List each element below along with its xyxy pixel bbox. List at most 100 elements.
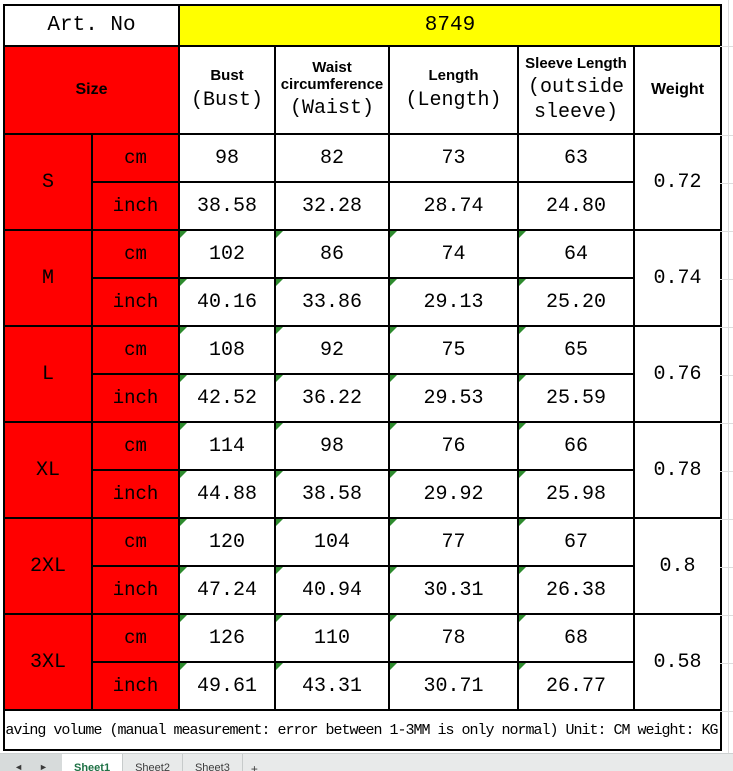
cell-2XL-cm-bust[interactable]: 120	[178, 517, 276, 567]
cell-3XL-inch-bust[interactable]: 49.61	[178, 661, 276, 711]
art-no-label-cell[interactable]: Art. No	[3, 4, 180, 47]
size-header-cell[interactable]: Size	[3, 45, 180, 135]
cell-S-cm-waist[interactable]: 82	[274, 133, 390, 183]
cell-S-inch-waist[interactable]: 32.28	[274, 181, 390, 231]
cell-L-inch-bust[interactable]: 42.52	[178, 373, 276, 423]
cell-3XL-cm-sleeve[interactable]: 68	[517, 613, 635, 663]
sheet-tab-sheet1[interactable]: Sheet1	[62, 754, 124, 771]
unit-cell-3XL-cm[interactable]: cm	[91, 613, 180, 663]
cell-XL-cm-sleeve[interactable]: 66	[517, 421, 635, 471]
size-cell-XL[interactable]: XL	[3, 421, 93, 519]
prev-sheet-icon[interactable]: ◄	[14, 762, 23, 771]
waist-subtitle: (Waist)	[289, 97, 374, 121]
unit-cell-L-cm[interactable]: cm	[91, 325, 180, 375]
unit-cell-3XL-inch[interactable]: inch	[91, 661, 180, 711]
unit-cell-M-inch[interactable]: inch	[91, 277, 180, 327]
unit-cell-S-inch[interactable]: inch	[91, 181, 180, 231]
sheet-tab-bar: ◄ ► Sheet1 Sheet2 Sheet3 +	[0, 753, 733, 771]
cell-2XL-inch-length[interactable]: 30.31	[388, 565, 519, 615]
cell-3XL-inch-waist[interactable]: 43.31	[274, 661, 390, 711]
gridline	[720, 663, 733, 664]
weight-cell-S[interactable]: 0.72	[633, 133, 722, 231]
column-header-length[interactable]: Length (Length)	[388, 45, 519, 135]
cell-M-inch-length[interactable]: 29.13	[388, 277, 519, 327]
note-cell[interactable]: aving volume (manual measurement: error …	[3, 709, 722, 751]
cell-M-inch-waist[interactable]: 33.86	[274, 277, 390, 327]
cell-L-inch-waist[interactable]: 36.22	[274, 373, 390, 423]
cell-S-inch-sleeve[interactable]: 24.80	[517, 181, 635, 231]
next-sheet-icon[interactable]: ►	[39, 762, 48, 771]
bust-subtitle: (Bust)	[190, 88, 263, 112]
weight-cell-2XL[interactable]: 0.8	[633, 517, 722, 615]
cell-3XL-cm-bust[interactable]: 126	[178, 613, 276, 663]
sheet-tab-sheet2[interactable]: Sheet2	[123, 754, 183, 771]
cell-2XL-cm-waist[interactable]: 104	[274, 517, 390, 567]
cell-S-cm-bust[interactable]: 98	[178, 133, 276, 183]
cell-3XL-cm-length[interactable]: 78	[388, 613, 519, 663]
gridline	[720, 567, 733, 568]
cell-L-cm-bust[interactable]: 108	[178, 325, 276, 375]
cell-S-inch-length[interactable]: 28.74	[388, 181, 519, 231]
gridline	[720, 615, 733, 616]
cell-XL-cm-waist[interactable]: 98	[274, 421, 390, 471]
art-no-value-cell[interactable]: 8749	[178, 4, 722, 47]
cell-2XL-cm-sleeve[interactable]: 67	[517, 517, 635, 567]
gridline	[720, 46, 733, 47]
cell-S-inch-bust[interactable]: 38.58	[178, 181, 276, 231]
cell-3XL-inch-sleeve[interactable]: 26.77	[517, 661, 635, 711]
cell-XL-inch-sleeve[interactable]: 25.98	[517, 469, 635, 519]
cell-XL-inch-bust[interactable]: 44.88	[178, 469, 276, 519]
unit-cell-2XL-inch[interactable]: inch	[91, 565, 180, 615]
size-cell-3XL[interactable]: 3XL	[3, 613, 93, 711]
cell-2XL-inch-waist[interactable]: 40.94	[274, 565, 390, 615]
weight-title: Weight	[650, 80, 705, 98]
cell-L-inch-sleeve[interactable]: 25.59	[517, 373, 635, 423]
bust-title: Bust	[210, 67, 244, 85]
column-header-waist[interactable]: Waist circumference (Waist)	[274, 45, 390, 135]
cell-S-cm-sleeve[interactable]: 63	[517, 133, 635, 183]
unit-cell-2XL-cm[interactable]: cm	[91, 517, 180, 567]
unit-cell-L-inch[interactable]: inch	[91, 373, 180, 423]
cell-XL-cm-bust[interactable]: 114	[178, 421, 276, 471]
weight-cell-M[interactable]: 0.74	[633, 229, 722, 327]
cell-M-inch-bust[interactable]: 40.16	[178, 277, 276, 327]
sleeve-title: Sleeve Length	[525, 54, 627, 72]
add-sheet-button[interactable]: +	[250, 762, 258, 771]
weight-cell-XL[interactable]: 0.78	[633, 421, 722, 519]
cell-3XL-inch-length[interactable]: 30.71	[388, 661, 519, 711]
cell-S-cm-length[interactable]: 73	[388, 133, 519, 183]
cell-M-cm-length[interactable]: 74	[388, 229, 519, 279]
unit-cell-XL-inch[interactable]: inch	[91, 469, 180, 519]
gridline	[720, 183, 733, 184]
cell-M-cm-waist[interactable]: 86	[274, 229, 390, 279]
length-subtitle: (Length)	[405, 88, 502, 112]
cell-2XL-cm-length[interactable]: 77	[388, 517, 519, 567]
column-header-sleeve[interactable]: Sleeve Length (outside sleeve)	[517, 45, 635, 135]
size-cell-L[interactable]: L	[3, 325, 93, 423]
cell-XL-inch-waist[interactable]: 38.58	[274, 469, 390, 519]
column-header-weight[interactable]: Weight	[633, 45, 722, 135]
cell-M-cm-sleeve[interactable]: 64	[517, 229, 635, 279]
cell-L-cm-sleeve[interactable]: 65	[517, 325, 635, 375]
cell-M-cm-bust[interactable]: 102	[178, 229, 276, 279]
cell-XL-cm-length[interactable]: 76	[388, 421, 519, 471]
size-cell-2XL[interactable]: 2XL	[3, 517, 93, 615]
sheet-tab-sheet3[interactable]: Sheet3	[183, 754, 243, 771]
cell-M-inch-sleeve[interactable]: 25.20	[517, 277, 635, 327]
cell-2XL-inch-sleeve[interactable]: 26.38	[517, 565, 635, 615]
column-header-bust[interactable]: Bust (Bust)	[178, 45, 276, 135]
weight-cell-L[interactable]: 0.76	[633, 325, 722, 423]
cell-3XL-cm-waist[interactable]: 110	[274, 613, 390, 663]
cell-XL-inch-length[interactable]: 29.92	[388, 469, 519, 519]
cell-L-cm-waist[interactable]: 92	[274, 325, 390, 375]
unit-cell-S-cm[interactable]: cm	[91, 133, 180, 183]
size-cell-S[interactable]: S	[3, 133, 93, 231]
cell-2XL-inch-bust[interactable]: 47.24	[178, 565, 276, 615]
size-chart-table: Art. No 8749 Size Bust (Bust) Waist circ…	[3, 4, 722, 751]
cell-L-inch-length[interactable]: 29.53	[388, 373, 519, 423]
cell-L-cm-length[interactable]: 75	[388, 325, 519, 375]
unit-cell-XL-cm[interactable]: cm	[91, 421, 180, 471]
unit-cell-M-cm[interactable]: cm	[91, 229, 180, 279]
size-cell-M[interactable]: M	[3, 229, 93, 327]
weight-cell-3XL[interactable]: 0.58	[633, 613, 722, 711]
